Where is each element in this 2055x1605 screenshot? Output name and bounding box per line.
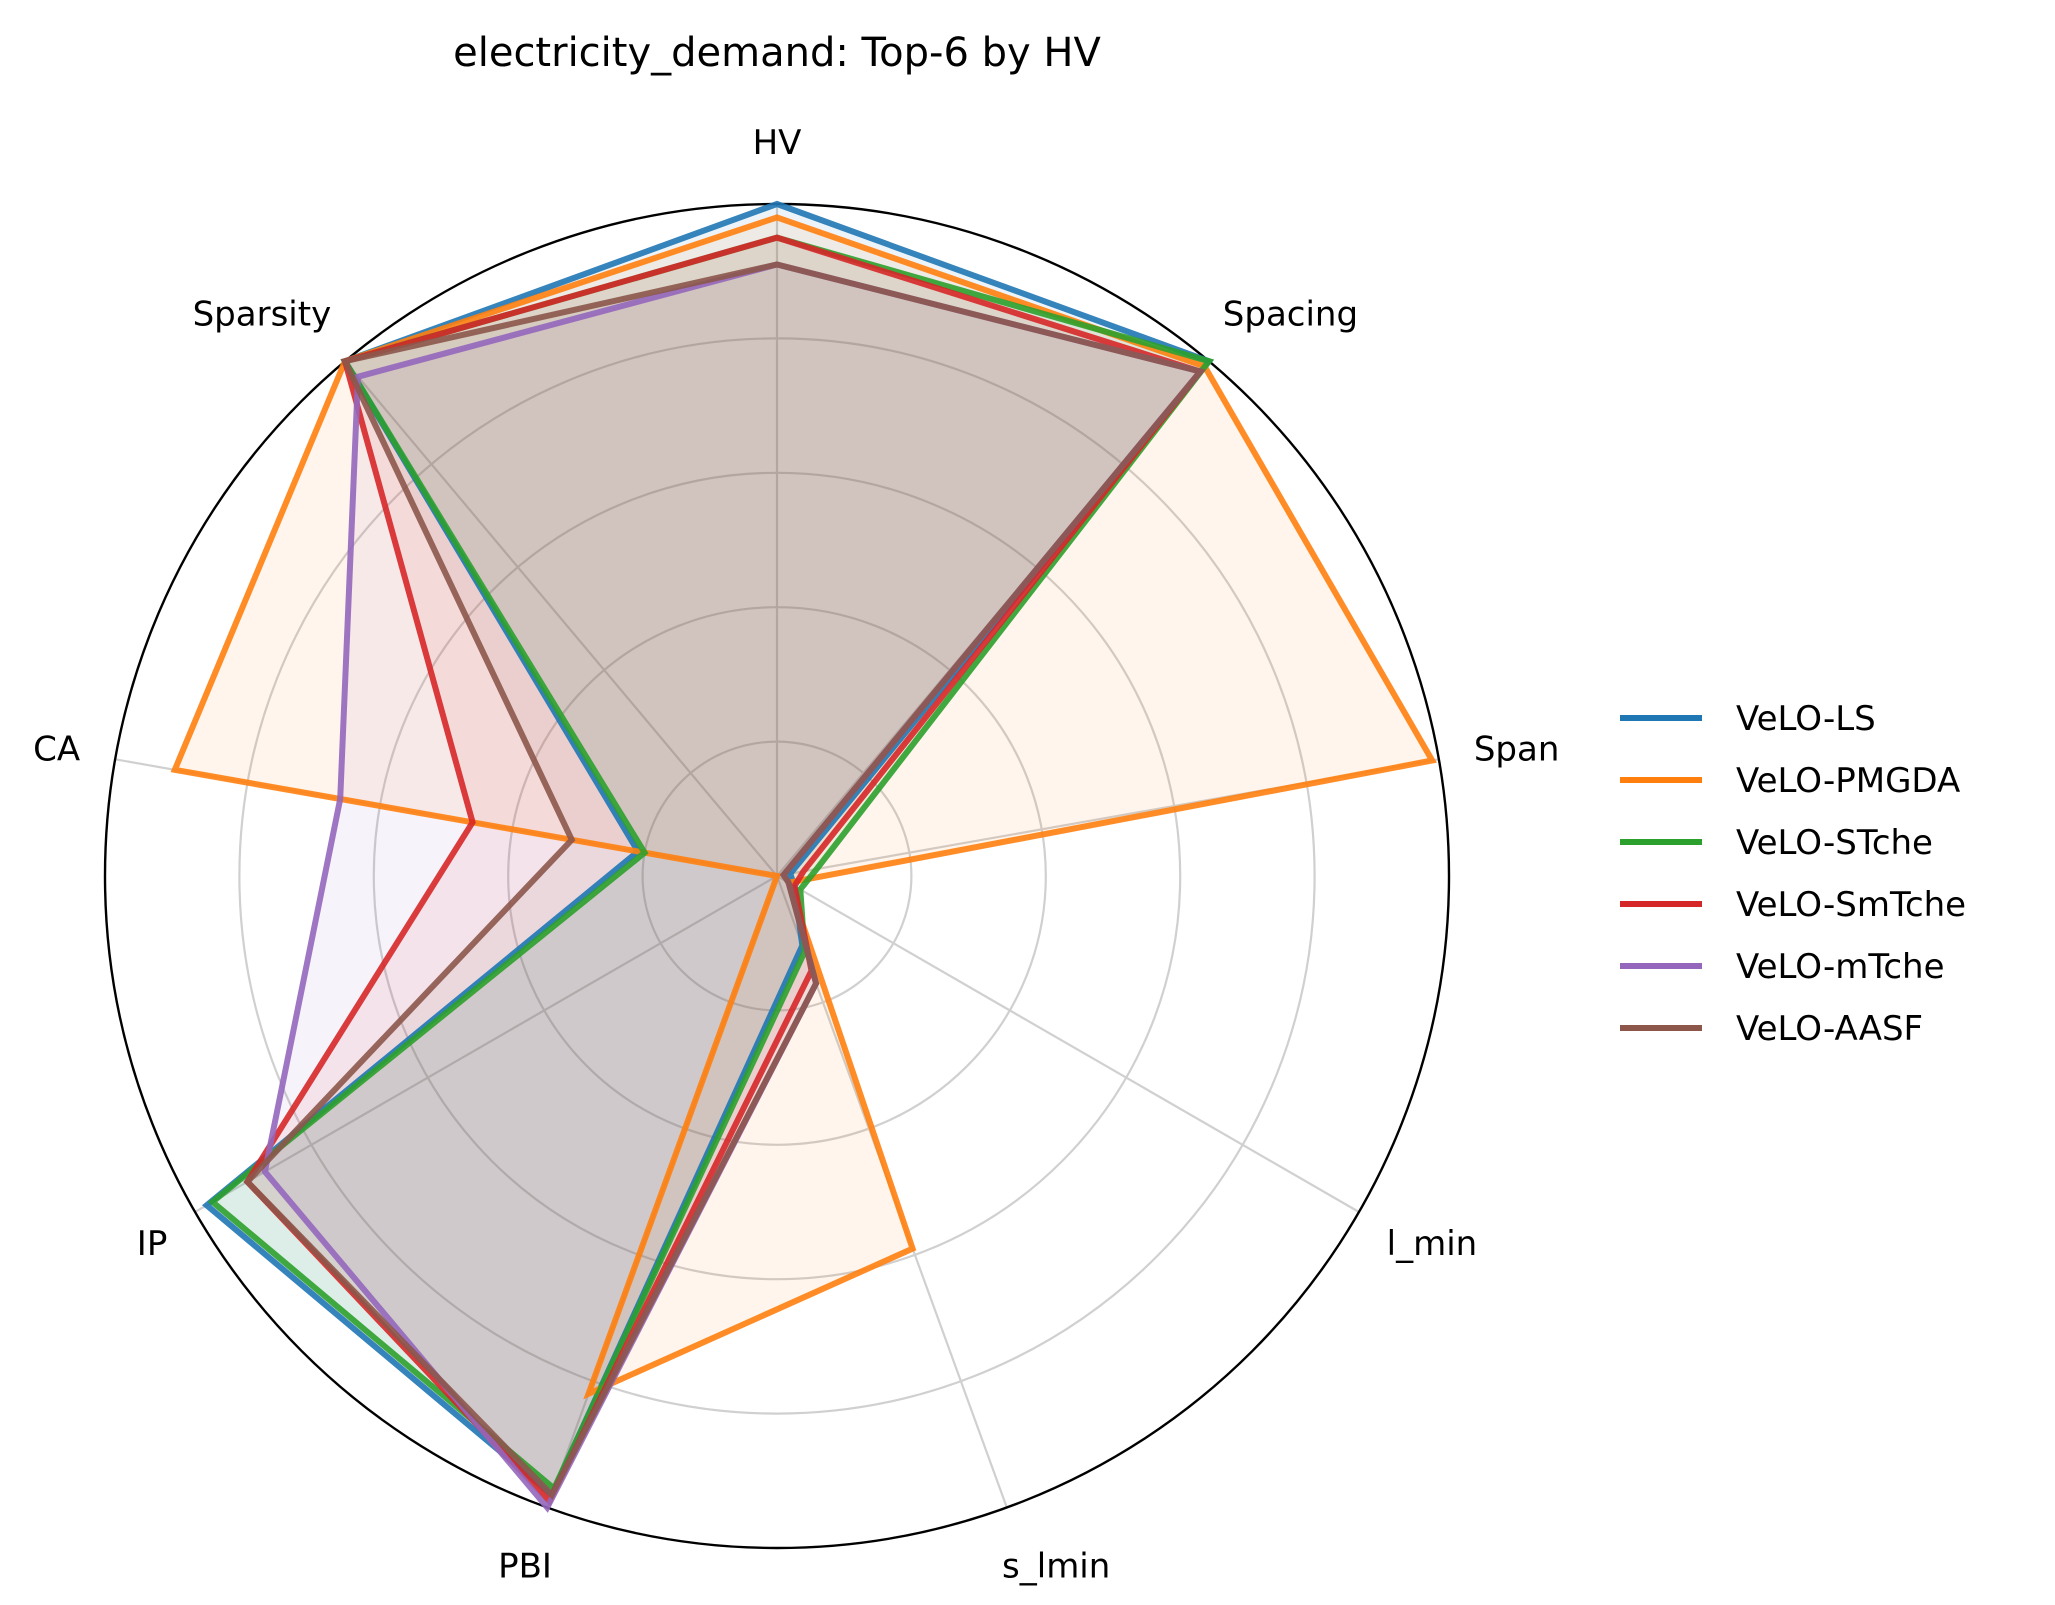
series-fill-5 bbox=[247, 264, 1201, 1495]
axis-label-Sparsity: Sparsity bbox=[193, 295, 332, 335]
axis-label-IP: IP bbox=[137, 1224, 168, 1264]
axis-label-CA: CA bbox=[33, 730, 80, 770]
grid-spoke-IP bbox=[194, 875, 778, 1213]
series-layer bbox=[170, 200, 1437, 1513]
legend-label-3: VeLO-SmTche bbox=[1736, 885, 1966, 925]
axis-label-HV: HV bbox=[753, 123, 802, 163]
series-fill-0 bbox=[206, 204, 1209, 1495]
grid-spoke-Sparsity bbox=[344, 360, 778, 877]
chart-title: electricity_demand: Top-6 by HV bbox=[453, 30, 1101, 76]
axis-label-PBI: PBI bbox=[498, 1547, 552, 1587]
axis-label-Spacing: Spacing bbox=[1223, 295, 1358, 335]
series-fill-4 bbox=[264, 264, 1201, 1508]
axis-label-s_lmin: s_lmin bbox=[1002, 1547, 1110, 1587]
grid-spoke-l_min bbox=[776, 875, 1360, 1213]
legend-label-2: VeLO-STche bbox=[1736, 823, 1933, 863]
axis-label-l_min: l_min bbox=[1387, 1224, 1478, 1264]
series-line-1 bbox=[170, 214, 1437, 1400]
series-fill-1 bbox=[174, 217, 1433, 1394]
series-line-5 bbox=[243, 261, 1206, 1500]
legend-label-1: VeLO-PMGDA bbox=[1736, 761, 1960, 801]
axis-labels: HV Spacing Span l_min s_lmin PBI IP CA Sparsity bbox=[33, 123, 1559, 1587]
series-line-3 bbox=[243, 234, 1206, 1507]
axis-label-Span: Span bbox=[1474, 730, 1560, 770]
legend-label-0: VeLO-LS bbox=[1736, 699, 1876, 739]
legend-label-4: VeLO-mTche bbox=[1736, 947, 1945, 987]
series-line-2 bbox=[207, 234, 1215, 1494]
legend-label-5: VeLO-AASF bbox=[1736, 1009, 1923, 1049]
legend: VeLO-LS VeLO-PMGDA VeLO-STche VeLO-SmTche Ve… bbox=[1620, 699, 1966, 1049]
